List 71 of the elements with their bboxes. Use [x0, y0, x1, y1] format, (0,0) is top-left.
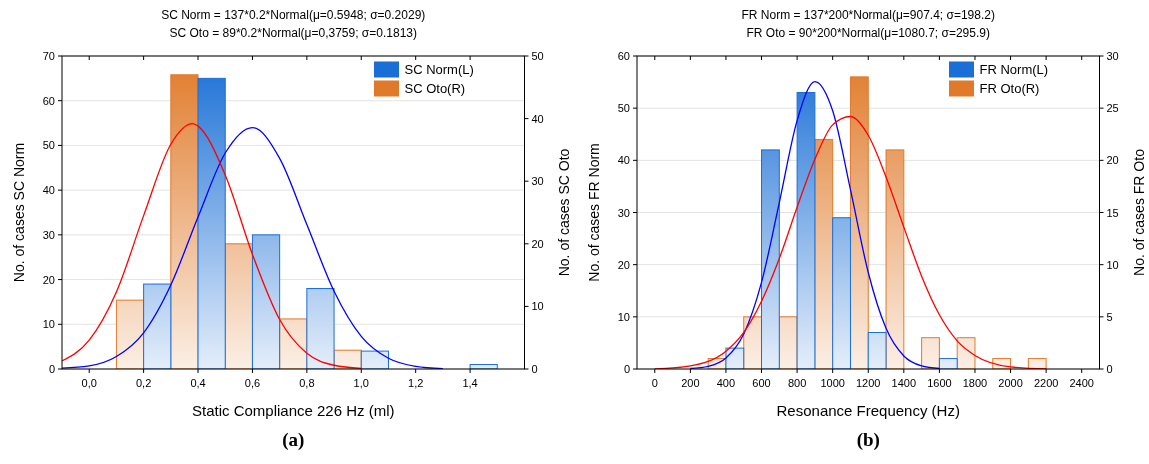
- y-tick-label: 10: [617, 310, 630, 323]
- y-tick-label: 60: [617, 50, 630, 62]
- x-tick-label: 400: [716, 377, 735, 389]
- x-tick-label: 0,6: [244, 377, 261, 389]
- bar: [1027, 358, 1047, 369]
- bar: [760, 149, 780, 369]
- legend-label: FR Norm(L): [979, 62, 1048, 77]
- y2-tick-label: 20: [1106, 154, 1119, 167]
- y-tick-label: 60: [42, 94, 55, 107]
- x-tick-label: 2400: [1068, 377, 1094, 389]
- x-tick-label: 0,4: [190, 377, 206, 389]
- y-tick-label: 40: [42, 184, 55, 197]
- x-tick-label: 1800: [962, 377, 987, 389]
- y-tick-label: 0: [623, 363, 630, 375]
- y2-tick-label: 15: [1106, 206, 1119, 219]
- legend-label: FR Oto(R): [979, 81, 1039, 96]
- y2-tick-label: 10: [1106, 258, 1119, 271]
- x-tick-label: 1,0: [353, 377, 369, 389]
- x-tick-label: 1400: [891, 377, 916, 389]
- x-tick-label: 1,2: [408, 377, 424, 389]
- chart-subtitle: FR Oto = 90*200*Normal(μ=1080.7; σ=295.9): [746, 26, 990, 40]
- y2-tick-label: 10: [531, 300, 544, 313]
- y2-tick-label: 30: [1106, 50, 1119, 62]
- y-axis-title: No. of cases FR Norm: [585, 143, 602, 282]
- x-tick-label: 1600: [926, 377, 952, 389]
- x-tick-label: 2000: [997, 377, 1023, 389]
- x-tick-label: 600: [751, 377, 771, 389]
- x-axis-title: Static Compliance 226 Hz (ml): [191, 402, 395, 419]
- x-axis-title: Resonance Frequency (Hz): [776, 402, 960, 419]
- y-tick-label: 50: [42, 139, 55, 152]
- y2-tick-label: 50: [531, 50, 544, 62]
- x-tick-label: 1,4: [462, 377, 478, 389]
- x-tick-label: 1200: [855, 377, 880, 389]
- y2-tick-label: 25: [1106, 102, 1119, 115]
- y-axis-title: No. of cases SC Norm: [11, 142, 27, 283]
- x-tick-label: 0: [651, 377, 658, 389]
- y-tick-label: 50: [617, 102, 630, 115]
- y-tick-label: 70: [42, 50, 55, 62]
- x-tick-label: 2200: [1033, 377, 1058, 389]
- y2-tick-label: 20: [531, 237, 544, 250]
- x-tick-label: 0,8: [299, 377, 315, 389]
- x-tick-label: 800: [787, 377, 806, 389]
- x-tick-label: 0,0: [81, 377, 97, 389]
- y-tick-label: 30: [617, 206, 630, 219]
- y2-axis-title: No. of cases FR Oto: [1130, 148, 1146, 276]
- text: (b): [856, 429, 880, 451]
- y-tick-label: 10: [42, 318, 55, 331]
- chart-title: SC Norm = 137*0.2*Normal(μ=0.5948; σ=0.2029): [161, 8, 426, 22]
- y2-tick-label: 30: [531, 175, 544, 188]
- legend-label: SC Oto(R): [404, 81, 466, 96]
- bar: [956, 337, 975, 369]
- y2-tick-label: 40: [531, 112, 544, 125]
- y2-tick-label: 5: [1106, 310, 1113, 323]
- y-tick-label: 0: [48, 363, 55, 375]
- x-tick-label: 0,2: [135, 377, 152, 389]
- y-tick-label: 30: [42, 228, 55, 241]
- chart-subtitle: SC Oto = 89*0.2*Normal(μ=0,3759; σ=0.1813): [169, 26, 417, 40]
- chart-title: FR Norm = 137*200*Normal(μ=907.4; σ=198.2): [741, 8, 995, 22]
- bar: [867, 331, 887, 369]
- bar: [885, 149, 904, 369]
- x-tick-label: 200: [680, 377, 700, 389]
- legend-label: SC Norm(L): [404, 62, 474, 77]
- y2-axis-title: No. of cases SC Oto: [555, 148, 572, 277]
- y2-tick-label: 0: [1106, 363, 1113, 375]
- y-tick-label: 40: [617, 154, 630, 167]
- bar: [920, 337, 940, 369]
- y2-tick-label: 0: [531, 363, 538, 375]
- text: (a): [282, 429, 305, 451]
- y-tick-label: 20: [42, 273, 55, 286]
- x-tick-label: 1000: [819, 377, 845, 389]
- y-tick-label: 20: [617, 258, 630, 271]
